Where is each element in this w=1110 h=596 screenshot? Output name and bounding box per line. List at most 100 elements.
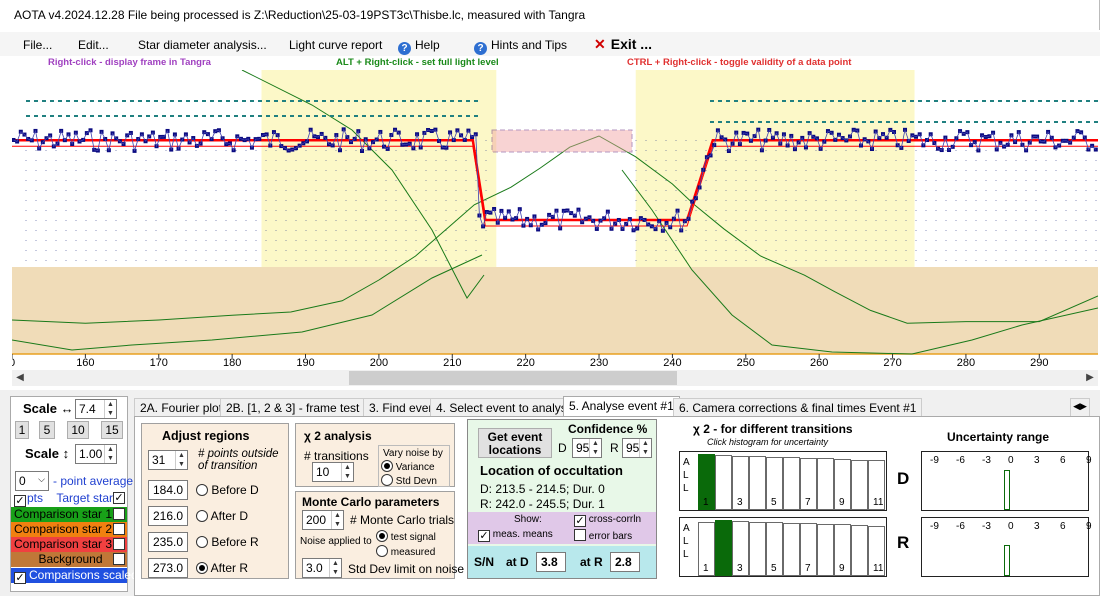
menu-star-diameter[interactable]: Star diameter analysis... — [138, 38, 267, 52]
histogram-bar[interactable] — [800, 523, 817, 576]
test-signal-radio[interactable] — [376, 530, 388, 542]
menu-file[interactable]: File... — [23, 38, 53, 52]
zoom-1-button[interactable]: 1 — [15, 421, 29, 439]
before-r-option[interactable]: Before R — [196, 535, 259, 549]
histogram-bar[interactable] — [800, 458, 817, 510]
meas-means-checkbox[interactable]: ✓ — [478, 530, 490, 542]
tab-find-events[interactable]: 3. Find events — [363, 398, 451, 416]
measured-radio[interactable] — [376, 545, 388, 557]
tab-frame-test[interactable]: 2B. [1, 2 & 3] - frame test — [220, 398, 366, 416]
spinner-icon[interactable]: ▲ ▼ — [175, 451, 187, 469]
point-average-select[interactable]: 0 ⌵ — [15, 471, 49, 491]
spinner-icon[interactable]: ▲ ▼ — [104, 445, 116, 463]
zoom-10-button[interactable]: 10 — [67, 421, 89, 439]
confidence-d-input[interactable]: 95 ▲ ▼ — [572, 438, 602, 458]
menu-edit[interactable]: Edit... — [78, 38, 109, 52]
comparison-star-2-row[interactable]: Comparison star 2 — [11, 522, 127, 537]
scroll-thumb[interactable] — [349, 371, 677, 385]
histogram-bar[interactable] — [868, 460, 885, 510]
std-dev-limit-input[interactable]: 3.0 ▲ ▼ — [302, 558, 342, 578]
zoom-15-button[interactable]: 15 — [101, 421, 123, 439]
histogram-bar[interactable] — [783, 457, 800, 510]
spinner-icon[interactable]: ▲ ▼ — [639, 439, 651, 457]
before-r-radio[interactable] — [196, 536, 208, 548]
histogram-bar[interactable] — [834, 459, 851, 510]
measured-option[interactable]: measured — [376, 545, 435, 558]
histogram-bar[interactable] — [698, 454, 715, 510]
histogram-bar[interactable] — [698, 522, 715, 576]
confidence-r-input[interactable]: 95 ▲ ▼ — [622, 438, 652, 458]
variance-radio[interactable] — [381, 460, 393, 472]
after-r-input[interactable]: 273.0 — [148, 558, 188, 578]
uncertainty-r-plot[interactable]: -9 -6 -3 0 3 6 9 — [921, 517, 1092, 577]
menu-light-curve-report[interactable]: Light curve report — [289, 38, 383, 52]
tab-analyse-event[interactable]: 5. Analyse event #1 — [563, 396, 680, 416]
after-r-radio[interactable] — [196, 562, 208, 574]
plot-scrollbar[interactable]: ◀ ▶ — [12, 370, 1098, 386]
histogram-bar[interactable] — [732, 456, 749, 510]
after-d-input[interactable]: 216.0 — [148, 506, 188, 526]
background-checkbox[interactable] — [113, 553, 125, 565]
pts-checkbox[interactable]: ✓ — [14, 495, 26, 507]
histogram-bar[interactable] — [732, 521, 749, 576]
spinner-icon[interactable]: ▲ ▼ — [341, 463, 353, 481]
histogram-bar[interactable] — [834, 524, 851, 576]
histogram-bar[interactable] — [766, 522, 783, 576]
before-d-input[interactable]: 184.0 — [148, 480, 188, 500]
histogram-bar[interactable] — [766, 457, 783, 510]
tab-fourier-plot[interactable]: 2A. Fourier plot — [134, 398, 229, 416]
comparisons-scaled-checkbox[interactable]: ✓ — [14, 572, 26, 584]
comparisons-scaled-row[interactable]: ✓ Comparisons scaled — [11, 568, 138, 584]
scale-v-input[interactable]: 1.00 ▲ ▼ — [75, 444, 117, 464]
chi2-histogram-d[interactable]: A L L 1 3 5 7 9 11 — [679, 451, 887, 511]
comparison-star-1-row[interactable]: Comparison star 1 — [11, 507, 127, 522]
before-d-option[interactable]: Before D — [196, 483, 259, 497]
histogram-bar[interactable] — [783, 523, 800, 576]
after-d-option[interactable]: After D — [196, 509, 248, 523]
zoom-5-button[interactable]: 5 — [39, 421, 55, 439]
scroll-right-icon[interactable]: ▶ — [1086, 372, 1094, 383]
chi2-histogram-r[interactable]: A L L 1 3 5 7 9 11 — [679, 517, 887, 577]
uncertainty-d-plot[interactable]: -9 -6 -3 0 3 6 9 — [921, 451, 1092, 511]
tab-camera-corrections[interactable]: 6. Camera corrections & final times Even… — [673, 398, 923, 416]
comparison-star-3-row[interactable]: Comparison star 3 — [11, 537, 127, 552]
light-curve-plot[interactable]: 0 160 170 180 190 200 210 220 230 240 250 260 270 280… — [9, 69, 1099, 370]
spinner-icon[interactable]: ▲ ▼ — [331, 511, 343, 529]
cross-corr-option[interactable]: ✓ cross-corrln — [574, 514, 641, 527]
meas-means-option[interactable]: ✓ meas. means — [478, 529, 553, 542]
tab-select-event[interactable]: 4. Select event to analyse — [430, 398, 580, 416]
points-outside-input[interactable]: 31 ▲ ▼ — [148, 450, 188, 470]
menu-hints[interactable]: ? Hints and Tips — [474, 38, 567, 55]
histogram-bar[interactable] — [749, 456, 766, 510]
error-bars-checkbox[interactable] — [574, 529, 586, 541]
light-curve-svg[interactable]: 0 160 170 180 190 200 210 220 230 240 250 260 270 280… — [9, 69, 1099, 370]
scroll-left-icon[interactable]: ◀ — [16, 372, 24, 383]
before-d-radio[interactable] — [196, 484, 208, 496]
histogram-bar[interactable] — [851, 460, 868, 510]
transitions-input[interactable]: 10 ▲ ▼ — [312, 462, 354, 482]
tab-scroll-icon[interactable]: ◀▶ — [1070, 398, 1090, 416]
histogram-bar[interactable] — [715, 520, 732, 576]
error-bars-option[interactable]: error bars — [574, 529, 632, 542]
spinner-icon[interactable]: ▲ ▼ — [104, 400, 116, 418]
before-r-input[interactable]: 235.0 — [148, 532, 188, 552]
histogram-bar[interactable] — [715, 455, 732, 510]
histogram-bar[interactable] — [868, 526, 885, 576]
comparison-star-2-checkbox[interactable] — [113, 523, 125, 535]
histogram-bar[interactable] — [817, 524, 834, 576]
scale-h-input[interactable]: 7.4 ▲ ▼ — [75, 399, 117, 419]
background-row[interactable]: Background — [11, 552, 127, 567]
comparison-star-3-checkbox[interactable] — [113, 538, 125, 550]
test-signal-option[interactable]: test signal — [376, 530, 436, 543]
menu-exit[interactable]: ✕ Exit ... — [594, 36, 652, 53]
get-event-locations-button[interactable]: Get event locations — [478, 428, 552, 458]
comparison-star-1-checkbox[interactable] — [113, 508, 125, 520]
variance-option[interactable]: Variance — [381, 460, 435, 473]
after-d-radio[interactable] — [196, 510, 208, 522]
target-star-checkbox[interactable]: ✓ — [113, 492, 125, 504]
monte-carlo-trials-input[interactable]: 200 ▲ ▼ — [302, 510, 344, 530]
std-devn-option[interactable]: Std Devn — [381, 474, 437, 487]
spinner-icon[interactable]: ▲ ▼ — [589, 439, 601, 457]
menu-help[interactable]: ? Help — [398, 38, 440, 55]
spinner-icon[interactable]: ▲ ▼ — [329, 559, 341, 577]
